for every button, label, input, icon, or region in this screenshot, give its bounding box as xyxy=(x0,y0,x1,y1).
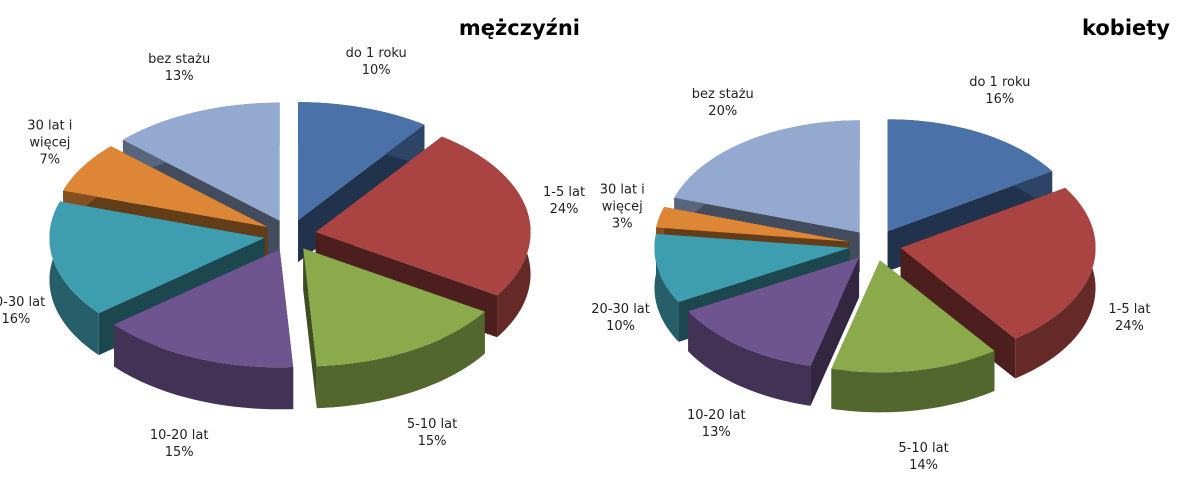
slice xyxy=(688,257,860,406)
slice-top xyxy=(122,102,280,221)
slice-top xyxy=(900,187,1096,339)
slice-top xyxy=(674,120,860,233)
data-label: 30 lat i więcej 3% xyxy=(580,181,664,232)
data-label: 20-30 lat 10% xyxy=(579,301,663,335)
value-label: 15% xyxy=(164,444,194,460)
category-label: 10-20 lat xyxy=(149,427,209,443)
data-label: bez stażu 20% xyxy=(681,86,765,120)
category-label: 20-30 lat xyxy=(591,301,650,317)
slice-wall xyxy=(654,233,679,342)
slice-top xyxy=(114,249,294,368)
slice-wall xyxy=(114,324,294,410)
value-label: 15% xyxy=(417,434,447,450)
value-label: 7% xyxy=(39,152,61,168)
value-label: 16% xyxy=(1,312,31,328)
slice xyxy=(303,248,485,409)
category-label: do 1 roku xyxy=(345,46,407,62)
slice-top xyxy=(298,102,425,221)
data-label: 1-5 lat 24% xyxy=(1087,301,1171,335)
category-label: bez stażu xyxy=(691,86,754,102)
data-label: bez stażu 13% xyxy=(137,51,221,85)
value-label: 13% xyxy=(164,69,194,85)
value-label: 10% xyxy=(606,318,636,334)
slice-top xyxy=(831,260,995,373)
slice-wall xyxy=(49,201,99,356)
slice-wall xyxy=(316,311,485,409)
category-label: 5-10 lat xyxy=(406,417,458,433)
slice-top xyxy=(887,119,1053,232)
slice-top xyxy=(315,136,531,296)
value-label: 3% xyxy=(611,216,633,232)
data-label: 5-10 lat 14% xyxy=(882,440,966,474)
slice-side xyxy=(303,248,317,409)
chart-title: mężczyźni xyxy=(458,16,580,40)
slice-wall xyxy=(688,311,811,406)
data-label: do 1 roku 16% xyxy=(958,74,1042,108)
category-label: bez stażu xyxy=(148,52,211,68)
data-label: 10-20 lat 15% xyxy=(137,427,221,461)
data-label: do 1 roku 10% xyxy=(334,45,418,79)
data-label: 5-10 lat 15% xyxy=(390,416,474,450)
value-label: 24% xyxy=(1114,318,1144,334)
value-label: 24% xyxy=(549,201,579,217)
data-label: 1-5 lat 24% xyxy=(522,184,606,218)
slice xyxy=(831,260,995,413)
slice-top xyxy=(654,233,850,302)
category-label: 10-20 lat xyxy=(686,407,746,423)
slice-wall xyxy=(831,350,995,413)
slice-top xyxy=(63,146,268,228)
value-label: 20% xyxy=(708,103,738,119)
category-label: 5-10 lat xyxy=(898,441,949,457)
value-label: 14% xyxy=(909,458,938,474)
slice-top xyxy=(303,248,485,367)
category-label: 1-5 lat xyxy=(543,184,586,200)
slice-top xyxy=(688,257,860,366)
category-label: 30 lat i więcej xyxy=(27,118,73,151)
value-label: 10% xyxy=(361,63,391,79)
value-label: 16% xyxy=(985,92,1015,108)
slice-top xyxy=(49,201,265,314)
value-label: 13% xyxy=(701,424,731,440)
data-label: 30 lat i więcej 7% xyxy=(8,117,92,168)
category-label: do 1 roku xyxy=(969,75,1031,91)
slice-top xyxy=(656,206,850,242)
category-label: 20-30 lat xyxy=(0,295,46,311)
slice xyxy=(114,249,294,410)
category-label: 1-5 lat xyxy=(1108,301,1151,317)
category-label: 30 lat i więcej xyxy=(599,182,645,215)
chart-title: kobiety xyxy=(1081,16,1170,40)
data-label: 10-20 lat 13% xyxy=(674,407,758,441)
